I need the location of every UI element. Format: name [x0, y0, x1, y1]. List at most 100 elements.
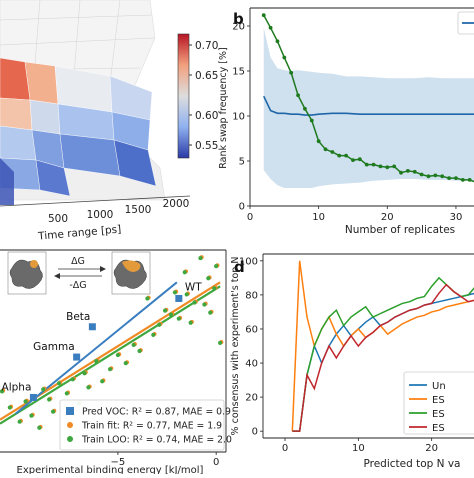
legend-label: ES [432, 423, 445, 434]
train-loo-point [29, 413, 34, 418]
panel-b-ylabel: Rank swap frequency [%] [218, 47, 229, 168]
green-series-point [405, 169, 410, 173]
train-loo-point [41, 387, 46, 392]
panel-d-xlabel: Predicted top N va [363, 458, 460, 470]
panel-d-legend-box [403, 371, 474, 435]
panel-d-xtick-label: 10 [352, 443, 365, 454]
panel-d: d % consensus with experiment's top N 0 2… [230, 253, 474, 470]
green-series-point [303, 106, 307, 111]
legend-label: Un [432, 381, 446, 392]
green-series-point [426, 174, 431, 179]
green-series-point [440, 174, 445, 179]
inset-label-bottom: -ΔG [69, 280, 86, 291]
panel-c-legend-box [59, 399, 225, 451]
green-series-point [419, 172, 424, 177]
panel-d-ytick-label: 100 [239, 256, 258, 267]
panel-b-letter: b [233, 10, 244, 28]
train-loo-point [100, 379, 105, 384]
green-series-point [337, 153, 342, 158]
train-loo-point [64, 391, 69, 396]
panel-b: b Rank swap frequency [%] 0 5 10 15 20 0 10 20 3… [218, 7, 474, 236]
green-series-point [330, 150, 335, 154]
train-loo-point [50, 409, 56, 414]
panel-c-legend: Pred VOC: R² = 0.87, MAE = 0.9 Train fit:… [59, 399, 232, 451]
green-series-point [323, 147, 328, 152]
train-loo-point [56, 381, 62, 386]
legend-label: Train LOO: R² = 0.74, MAE = 2.0 [81, 435, 232, 446]
panel-b-xtick-label: 30 [450, 212, 463, 223]
train-loo-point [94, 359, 99, 364]
train-loo-point [218, 340, 223, 346]
train-loo-point [131, 342, 136, 348]
blue-confidence-band [263, 27, 474, 188]
panel-c-xtick-label: −5 [111, 457, 126, 468]
blue-series-line [263, 95, 474, 116]
panel-d-ytick-label: 0 [252, 427, 258, 438]
panel-b-ytick-label: 0 [239, 202, 245, 213]
panel-b-ytick-label: 10 [232, 112, 245, 123]
green-series-point [261, 13, 266, 18]
panel-d-xtick-label: 0 [282, 443, 288, 454]
train-loo-point [47, 397, 52, 402]
panel-d-ytick-label: 80 [245, 290, 258, 301]
time-tick-1500: 1500 [125, 204, 152, 216]
train-loo-point [7, 405, 12, 410]
legend-label: Train fit: R² = 0.77, MAE = 1.9 [81, 421, 222, 432]
colorbar [177, 33, 190, 159]
panel-b-axes: 0 5 10 15 20 0 10 20 30 [232, 7, 474, 223]
train-loo-point [168, 312, 174, 317]
train-loo-point [212, 286, 217, 291]
surface-patches [0, 57, 157, 197]
green-series-point [351, 158, 355, 163]
green-series-point [289, 70, 294, 75]
panel-d-ytick-label: 20 [245, 393, 258, 404]
green-series-point [364, 162, 369, 167]
train-loo-point [192, 300, 197, 305]
colorbar-tick-055: 0.55 [195, 140, 218, 152]
panel-c-xlabel: Experimental binding energy [kJ/mol] [17, 465, 204, 474]
voc-point-gamma [73, 353, 81, 361]
train-loo-point [182, 270, 187, 275]
voc-point-beta [88, 323, 96, 331]
panel-b-plot [261, 13, 474, 188]
train-loo-point [184, 292, 189, 297]
train-loo-point [206, 276, 211, 281]
panel-b-ytick-label: 5 [239, 157, 245, 168]
green-series-point [399, 170, 403, 175]
train-loo-point [86, 385, 91, 390]
train-loo-point [208, 310, 213, 315]
green-series-point [392, 164, 397, 169]
legend-marker-square [66, 407, 74, 415]
panel-c-xtick-label: 0 [213, 457, 219, 468]
colorbar-tick-060: 0.60 [195, 110, 218, 122]
surface-left-face [0, 158, 14, 205]
panel-c-axes: −5 0 [0, 249, 227, 468]
green-series-point [316, 139, 321, 144]
train-loo-point [198, 255, 203, 261]
green-series-point [371, 162, 376, 167]
time-axis-line [0, 195, 191, 207]
panel-b-ytick-label: 15 [232, 67, 245, 78]
voc-point-alpha [29, 393, 37, 401]
train-loo-point [123, 361, 128, 366]
train-loo-point [188, 320, 193, 325]
green-series-point [412, 169, 417, 174]
time-tick-1000: 1000 [87, 209, 114, 221]
ligand-right [122, 260, 141, 272]
inset-label-top: ΔG [71, 256, 85, 267]
train-loo-point [17, 419, 22, 424]
train-loo-point [151, 332, 156, 337]
panel-b-xlabel: Number of replicates [345, 224, 455, 236]
legend-marker-circle [67, 422, 73, 428]
voc-label-wt: WT [185, 281, 202, 293]
panel-d-ylabel: % consensus with experiment's top N [230, 257, 241, 436]
panel-b-xtick-label: 20 [381, 212, 394, 223]
panel-c: ΔG -ΔG WT Beta Gamma Alpha −5 0 Pred VOC: R²… [0, 249, 232, 476]
green-series-point [460, 178, 465, 182]
train-loo-point [202, 302, 207, 307]
inset-structures: ΔG -ΔG [7, 251, 151, 295]
series-line-3 [292, 283, 474, 432]
panel-b-xtick-label: 0 [247, 212, 253, 223]
green-series-point [309, 118, 314, 123]
